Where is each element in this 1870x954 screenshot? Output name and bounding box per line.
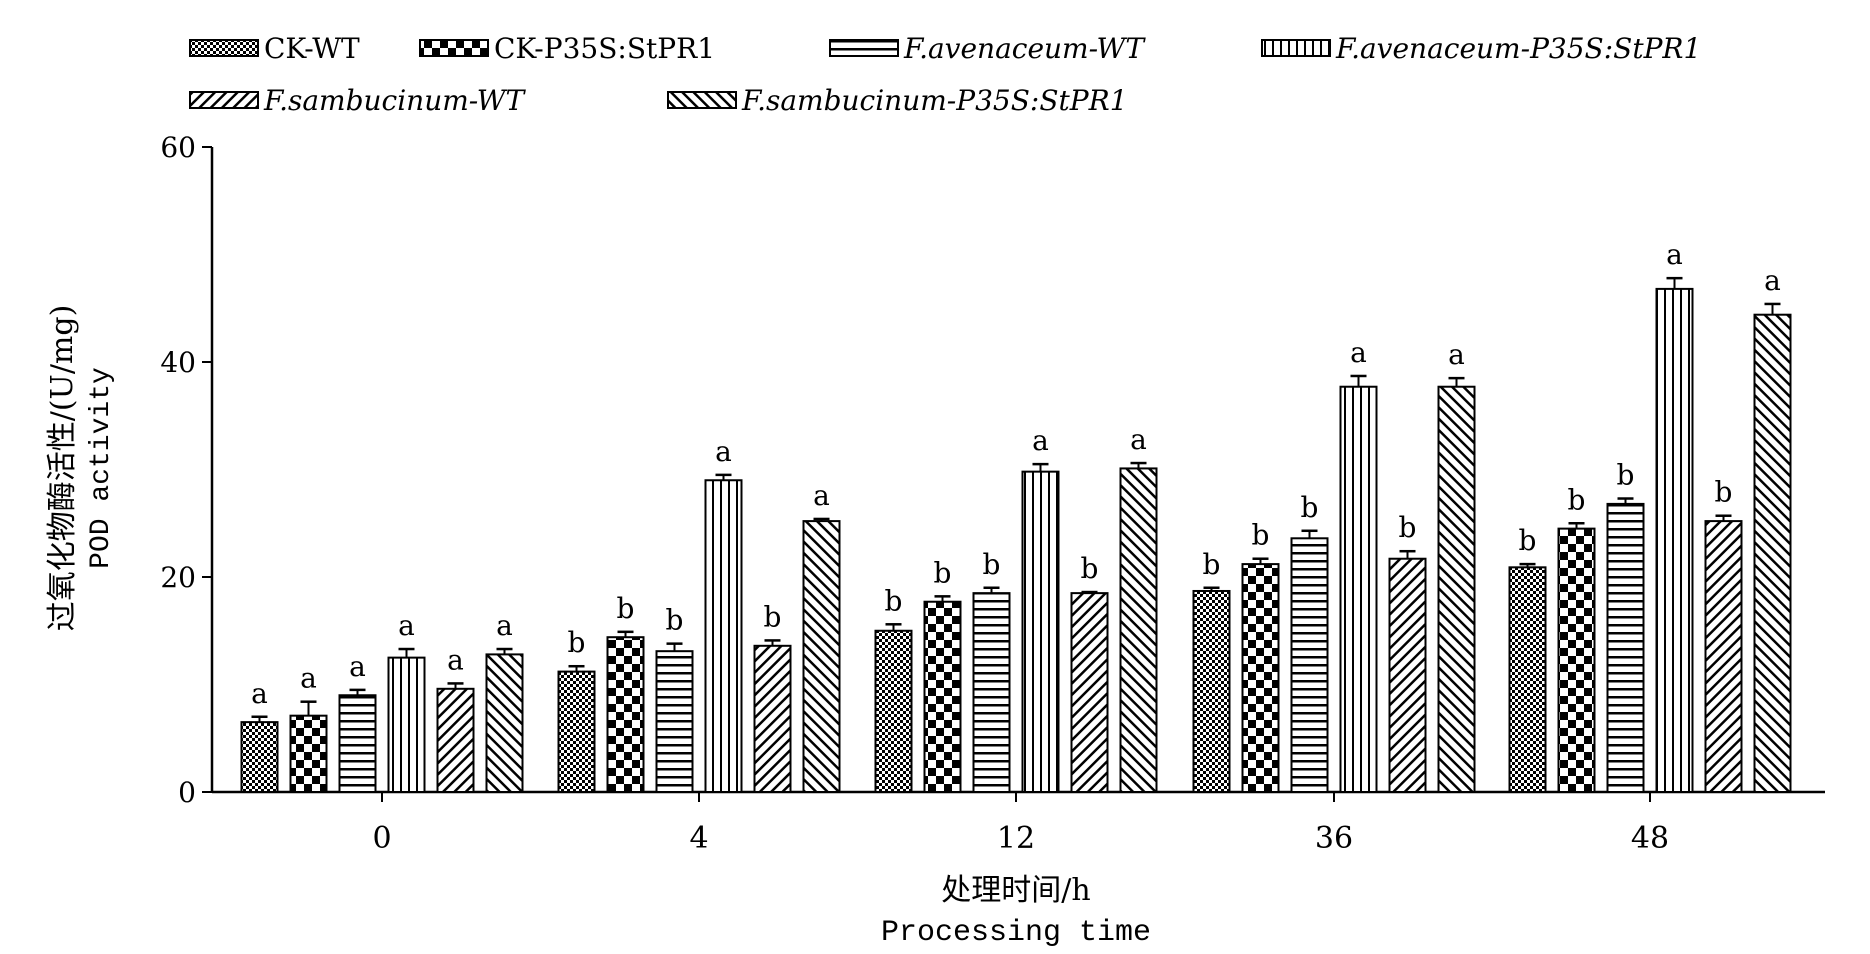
significance-letter: a <box>813 479 830 512</box>
bar <box>1070 592 1109 793</box>
significance-letter: b <box>983 548 1001 581</box>
legend: CK-WT CK-P35S:StPR1 F.avenaceum-WT F.avenac… <box>189 32 1701 117</box>
legend-label: F.sambucinum-P35S:StPR1 <box>741 84 1128 117</box>
significance-letter: a <box>715 435 732 468</box>
significance-letter: a <box>251 677 268 710</box>
bar <box>1557 527 1596 793</box>
y-axis-title: 过氧化物酶活性/(U/mg) <box>45 305 80 632</box>
legend-label: CK-WT <box>264 32 360 65</box>
axes: 0 20 40 60 0 4 12 36 48 <box>160 131 1825 856</box>
significance-letter: a <box>1764 264 1781 297</box>
bar <box>338 694 377 793</box>
significance-letter: b <box>1301 491 1319 524</box>
y-tick-label: 60 <box>160 131 196 164</box>
x-tick-label: 12 <box>997 821 1035 856</box>
bar <box>874 629 913 793</box>
bar <box>436 687 475 793</box>
bar <box>606 636 645 794</box>
significance-letter: a <box>398 609 415 642</box>
bar <box>485 653 524 794</box>
legend-label: F.avenaceum-WT <box>903 32 1146 65</box>
bar <box>802 520 841 793</box>
significance-letter: a <box>1350 336 1367 369</box>
bar <box>753 644 792 793</box>
bar <box>972 592 1011 793</box>
bar <box>240 721 279 793</box>
bar <box>387 656 426 793</box>
bar <box>1704 520 1743 793</box>
significance-letter: b <box>1519 524 1537 557</box>
bar <box>1021 470 1060 793</box>
significance-letter: a <box>1448 338 1465 371</box>
bar <box>557 670 596 793</box>
significance-letter: a <box>1130 423 1147 456</box>
significance-letter: a <box>1032 424 1049 457</box>
significance-letter: a <box>496 609 513 642</box>
significance-letter: b <box>568 626 586 659</box>
bar <box>1508 566 1547 794</box>
significance-letter: a <box>447 643 464 676</box>
x-tick-label: 0 <box>372 821 391 856</box>
y-tick-label: 40 <box>160 346 196 379</box>
significance-letter: b <box>1568 483 1586 516</box>
bar <box>655 650 694 793</box>
significance-letter: b <box>617 592 635 625</box>
bar <box>1339 385 1378 793</box>
legend-swatch <box>667 91 737 109</box>
significance-letter: a <box>1666 238 1683 271</box>
bar <box>704 479 743 793</box>
y-tick-label: 0 <box>178 776 196 809</box>
x-tick-label: 4 <box>689 821 708 856</box>
bar <box>1192 589 1231 793</box>
x-tick-label: 48 <box>1631 821 1669 856</box>
significance-letter: a <box>300 662 317 695</box>
legend-swatch <box>189 91 259 109</box>
bar <box>1290 537 1329 793</box>
y-axis-title-en: POD activity <box>86 367 117 569</box>
bar <box>1606 502 1645 793</box>
x-axis-title: 处理时间/h <box>941 873 1090 908</box>
bar <box>1388 557 1427 793</box>
bar <box>289 714 328 793</box>
legend-label: F.avenaceum-P35S:StPR1 <box>1335 32 1701 65</box>
bar <box>1753 313 1792 793</box>
bar <box>1119 467 1158 793</box>
legend-swatch <box>829 39 899 57</box>
legend-label: F.sambucinum-WT <box>263 84 527 117</box>
legend-swatch <box>189 39 259 57</box>
significance-letter: b <box>1081 552 1099 585</box>
bar <box>1655 287 1694 793</box>
bar <box>923 600 962 793</box>
y-tick-label: 20 <box>160 561 196 594</box>
significance-letter: b <box>764 600 782 633</box>
significance-letter: b <box>1203 548 1221 581</box>
significance-letter: b <box>1617 459 1635 492</box>
significance-letter: b <box>1715 476 1733 509</box>
bar <box>1241 563 1280 793</box>
significance-letter: b <box>934 556 952 589</box>
legend-swatch <box>419 39 489 57</box>
x-tick-label: 36 <box>1315 821 1353 856</box>
x-axis-title-en: Processing time <box>881 916 1151 950</box>
legend-swatch <box>1261 39 1331 57</box>
legend-label: CK-P35S:StPR1 <box>494 32 715 65</box>
significance-letter: b <box>885 584 903 617</box>
significance-letter: b <box>666 604 684 637</box>
significance-letter: a <box>349 650 366 683</box>
significance-letter: b <box>1399 511 1417 544</box>
bar <box>1437 385 1476 793</box>
significance-letter: b <box>1252 519 1270 552</box>
